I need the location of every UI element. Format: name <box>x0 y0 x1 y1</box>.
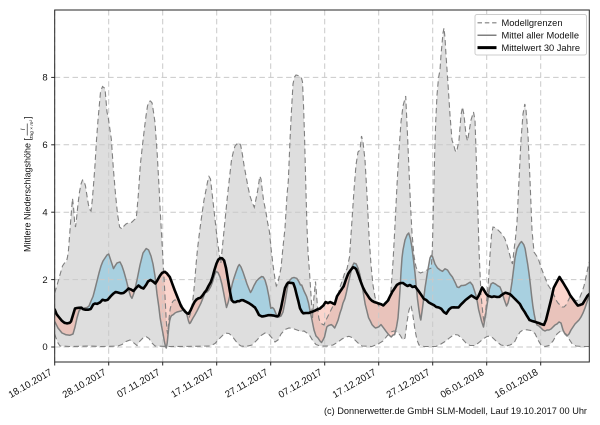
svg-text:4: 4 <box>42 207 47 218</box>
svg-text:2: 2 <box>42 275 47 286</box>
svg-text:Mittel aller Modelle: Mittel aller Modelle <box>502 31 580 41</box>
svg-text:0: 0 <box>42 342 47 353</box>
svg-text:(c) Donnerwetter.de GmbH SLM-M: (c) Donnerwetter.de GmbH SLM-Modell, Lau… <box>324 406 587 416</box>
svg-text:8: 8 <box>42 73 47 84</box>
svg-text:Tag × m²: Tag × m² <box>29 120 35 139</box>
svg-text:6: 6 <box>42 140 47 151</box>
svg-text:l: l <box>21 128 27 130</box>
svg-text:Mittlere Niederschlagshöhe [: Mittlere Niederschlagshöhe [ <box>23 137 33 252</box>
svg-text:Modellgrenzen: Modellgrenzen <box>502 18 563 28</box>
svg-text:Mittelwert 30 Jahre: Mittelwert 30 Jahre <box>502 43 581 53</box>
svg-text:]: ] <box>23 116 33 119</box>
